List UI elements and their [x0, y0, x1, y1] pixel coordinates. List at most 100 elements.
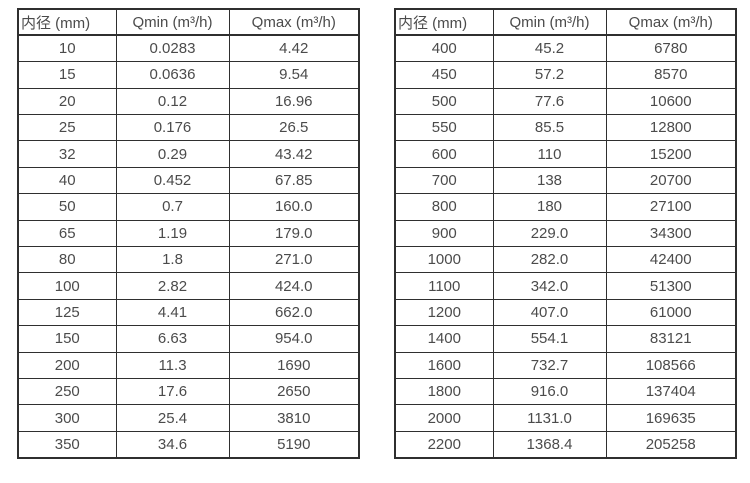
table-row: 450 57.2 8570	[394, 61, 737, 89]
column-header: Qmin (m³/h)	[115, 8, 230, 37]
cell-diameter: 15	[17, 61, 117, 89]
cell-qmax: 15200	[605, 140, 737, 168]
column-header: 内径 (mm)	[17, 8, 117, 37]
cell-qmin: 0.0636	[115, 61, 230, 89]
cell-qmin: 1131.0	[492, 404, 607, 432]
table-row: 350 34.6 5190	[17, 430, 360, 459]
cell-diameter: 125	[17, 298, 117, 327]
cell-diameter: 65	[17, 219, 117, 248]
flow-spec-table-small-diameters: 内径 (mm) Qmin (m³/h) Qmax (m³/h) 10 0.0283 4.…	[17, 8, 360, 459]
table-row: 800 180 27100	[394, 193, 737, 221]
table-row: 32 0.29 43.42	[17, 140, 360, 168]
table-row: 10 0.0283 4.42	[17, 34, 360, 63]
cell-diameter: 2000	[394, 404, 494, 432]
cell-qmax: 26.5	[228, 114, 360, 142]
cell-qmin: 6.63	[115, 325, 230, 353]
table-row: 40 0.452 67.85	[17, 166, 360, 195]
cell-qmax: 205258	[605, 430, 737, 459]
cell-diameter: 250	[17, 377, 117, 406]
cell-diameter: 32	[17, 140, 117, 168]
table-row: 200 11.3 1690	[17, 351, 360, 379]
cell-qmin: 77.6	[492, 87, 607, 116]
cell-diameter: 800	[394, 193, 494, 221]
table-row: 125 4.41 662.0	[17, 298, 360, 327]
cell-qmax: 43.42	[228, 140, 360, 168]
table-row: 550 85.5 12800	[394, 114, 737, 142]
cell-qmin: 17.6	[115, 377, 230, 406]
cell-qmax: 160.0	[228, 193, 360, 221]
cell-diameter: 2200	[394, 430, 494, 459]
cell-qmax: 6780	[605, 34, 737, 63]
cell-qmax: 2650	[228, 377, 360, 406]
cell-qmin: 0.7	[115, 193, 230, 221]
cell-qmin: 0.29	[115, 140, 230, 168]
cell-diameter: 25	[17, 114, 117, 142]
cell-diameter: 450	[394, 61, 494, 89]
cell-qmax: 271.0	[228, 246, 360, 274]
cell-diameter: 350	[17, 430, 117, 459]
cell-qmin: 11.3	[115, 351, 230, 379]
cell-qmax: 27100	[605, 193, 737, 221]
column-header: Qmax (m³/h)	[228, 8, 360, 37]
cell-qmin: 180	[492, 193, 607, 221]
table-row: 1400 554.1 83121	[394, 325, 737, 353]
cell-qmin: 110	[492, 140, 607, 168]
cell-qmin: 229.0	[492, 219, 607, 248]
cell-qmin: 2.82	[115, 272, 230, 300]
cell-diameter: 1400	[394, 325, 494, 353]
cell-qmax: 67.85	[228, 166, 360, 195]
cell-qmax: 16.96	[228, 87, 360, 116]
cell-diameter: 10	[17, 34, 117, 63]
cell-qmax: 9.54	[228, 61, 360, 89]
cell-qmax: 61000	[605, 298, 737, 327]
cell-qmax: 662.0	[228, 298, 360, 327]
cell-diameter: 1800	[394, 377, 494, 406]
column-header: Qmax (m³/h)	[605, 8, 737, 37]
cell-qmax: 8570	[605, 61, 737, 89]
cell-diameter: 1100	[394, 272, 494, 300]
cell-qmax: 108566	[605, 351, 737, 379]
cell-qmin: 85.5	[492, 114, 607, 142]
cell-qmax: 137404	[605, 377, 737, 406]
column-header: 内径 (mm)	[394, 8, 494, 37]
cell-qmin: 342.0	[492, 272, 607, 300]
table-row: 400 45.2 6780	[394, 34, 737, 63]
column-header: Qmin (m³/h)	[492, 8, 607, 37]
cell-qmax: 954.0	[228, 325, 360, 353]
cell-diameter: 80	[17, 246, 117, 274]
table-row: 1200 407.0 61000	[394, 298, 737, 327]
cell-qmin: 554.1	[492, 325, 607, 353]
cell-diameter: 100	[17, 272, 117, 300]
cell-diameter: 500	[394, 87, 494, 116]
cell-diameter: 40	[17, 166, 117, 195]
table-row: 20 0.12 16.96	[17, 87, 360, 116]
cell-diameter: 400	[394, 34, 494, 63]
cell-diameter: 1600	[394, 351, 494, 379]
cell-qmax: 4.42	[228, 34, 360, 63]
cell-diameter: 50	[17, 193, 117, 221]
table-row: 2200 1368.4 205258	[394, 430, 737, 459]
cell-diameter: 600	[394, 140, 494, 168]
table-row: 65 1.19 179.0	[17, 219, 360, 248]
cell-qmin: 34.6	[115, 430, 230, 459]
table-row: 150 6.63 954.0	[17, 325, 360, 353]
cell-qmax: 42400	[605, 246, 737, 274]
table-row: 250 17.6 2650	[17, 377, 360, 406]
cell-qmin: 407.0	[492, 298, 607, 327]
cell-qmin: 138	[492, 166, 607, 195]
cell-diameter: 300	[17, 404, 117, 432]
flow-spec-table-large-diameters: 内径 (mm) Qmin (m³/h) Qmax (m³/h) 400 45.2 678…	[394, 8, 737, 459]
cell-qmin: 1368.4	[492, 430, 607, 459]
cell-qmax: 12800	[605, 114, 737, 142]
cell-qmin: 25.4	[115, 404, 230, 432]
table-row: 80 1.8 271.0	[17, 246, 360, 274]
cell-qmin: 1.8	[115, 246, 230, 274]
cell-qmin: 0.0283	[115, 34, 230, 63]
cell-diameter: 20	[17, 87, 117, 116]
cell-qmax: 34300	[605, 219, 737, 248]
table-row: 600 110 15200	[394, 140, 737, 168]
table-row: 1000 282.0 42400	[394, 246, 737, 274]
cell-diameter: 900	[394, 219, 494, 248]
cell-qmin: 1.19	[115, 219, 230, 248]
cell-qmin: 282.0	[492, 246, 607, 274]
